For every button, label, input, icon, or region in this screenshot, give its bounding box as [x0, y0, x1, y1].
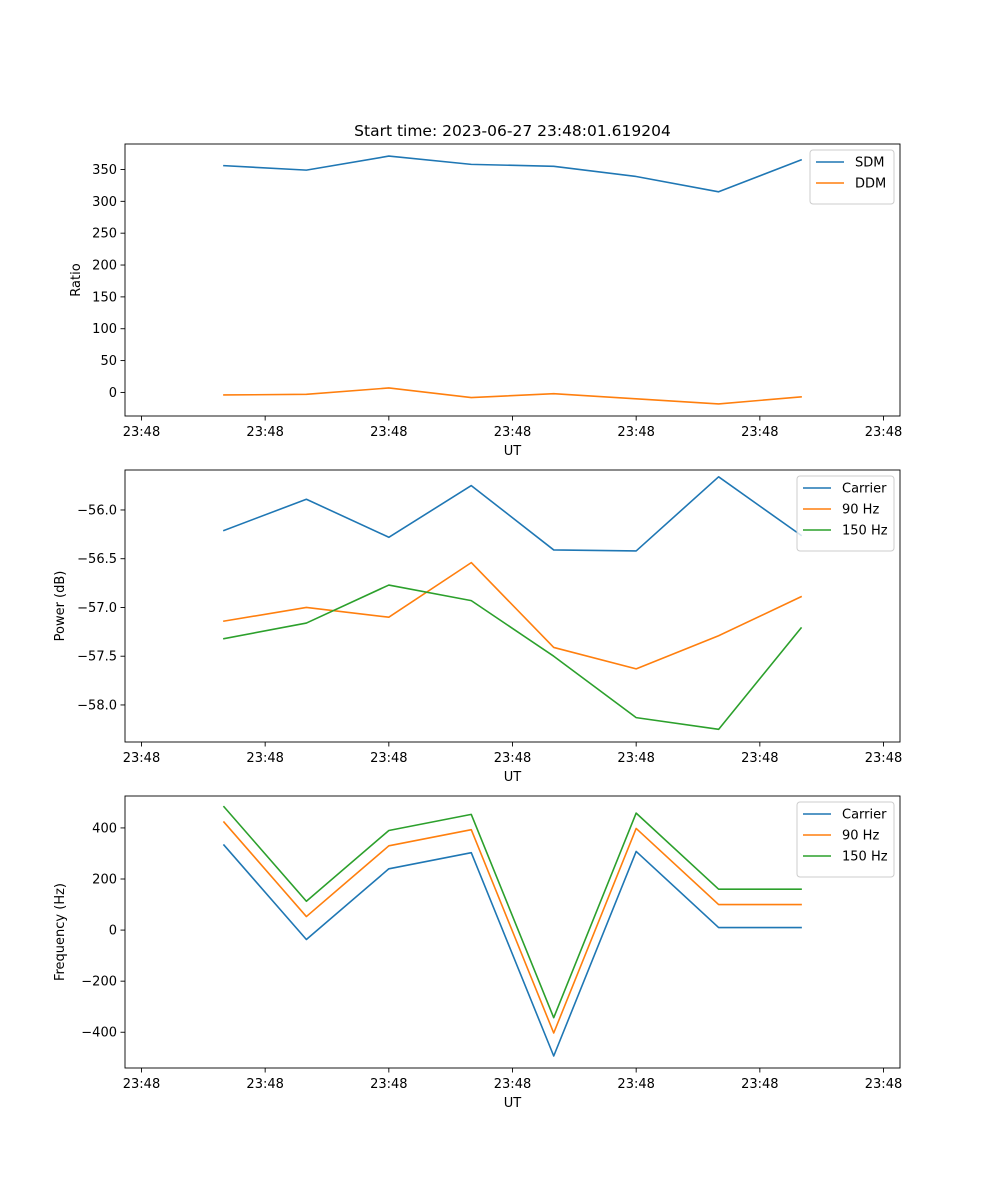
y-axis-label: Frequency (Hz): [53, 883, 68, 981]
x-tick-label: 23:48: [370, 425, 407, 440]
series-line-90-hz: [222, 820, 802, 1034]
series-line-ddm: [223, 387, 802, 405]
series-line-90-hz: [223, 561, 803, 670]
series-line-carrier: [222, 476, 803, 552]
panel-2: 23:48 23:48 23:48 23:48 23:48 23:48 23:48 −58.0…: [53, 469, 902, 785]
y-tick-label: −56.0: [77, 503, 117, 518]
legend-label-carrier: Carrier: [842, 808, 887, 823]
y-tick-label: 400: [92, 821, 117, 836]
chart-title: Start time: 2023-06-27 23:48:01.619204: [354, 122, 671, 140]
x-tick-label: 23:48: [617, 425, 654, 440]
series-line-150-hz: [223, 584, 803, 731]
legend-box: [796, 475, 895, 552]
x-tick-label: 23:48: [741, 1077, 778, 1092]
x-tick-label: 23:48: [370, 751, 407, 766]
series-line-150-hz: [222, 805, 802, 1019]
legend-box: [809, 149, 895, 205]
legend-label-150-hz: 150 Hz: [842, 850, 888, 865]
legend-label-carrier: Carrier: [842, 482, 887, 497]
y-tick-label: 350: [92, 163, 117, 178]
panel-1: 23:48 23:48 23:48 23:48 23:48 23:48 23:48 0 50 10…: [69, 122, 902, 459]
legend-label-90-hz: 90 Hz: [842, 503, 879, 518]
x-tick-label: 23:48: [494, 1077, 531, 1092]
x-tick-label: 23:48: [741, 751, 778, 766]
x-axis-label: UT: [504, 1096, 522, 1111]
y-tick-label: 0: [109, 924, 117, 939]
x-tick-label: 23:48: [865, 1077, 902, 1092]
legend: SDM DDM: [809, 149, 895, 205]
x-tick-label: 23:48: [123, 425, 160, 440]
x-tick-label: 23:48: [123, 1077, 160, 1092]
x-tick-label: 23:48: [246, 425, 283, 440]
y-tick-label: −57.0: [77, 601, 117, 616]
y-tick-label: −56.5: [77, 552, 117, 567]
y-tick-label: 150: [92, 290, 117, 305]
legend: Carrier 90 Hz 150 Hz: [796, 475, 895, 552]
y-tick-label: −400: [81, 1026, 117, 1041]
y-axis-label: Power (dB): [53, 571, 68, 642]
y-tick-label: −200: [81, 975, 117, 990]
x-axis-label: UT: [504, 770, 522, 785]
x-tick-label: 23:48: [370, 1077, 407, 1092]
x-tick-label: 23:48: [246, 751, 283, 766]
y-tick-label: −57.5: [77, 650, 117, 665]
legend-label-90-hz: 90 Hz: [842, 829, 879, 844]
x-tick-label: 23:48: [246, 1077, 283, 1092]
x-tick-label: 23:48: [494, 425, 531, 440]
x-tick-label: 23:48: [617, 751, 654, 766]
legend-label-sdm: SDM: [855, 156, 884, 171]
panel-3: 23:48 23:48 23:48 23:48 23:48 23:48 23:48 −400 −…: [53, 795, 902, 1111]
x-tick-label: 23:48: [865, 425, 902, 440]
x-tick-label: 23:48: [865, 751, 902, 766]
series-line-carrier: [222, 843, 802, 1057]
y-tick-label: 200: [92, 873, 117, 888]
y-tick-label: 50: [100, 354, 117, 369]
legend-box: [796, 801, 895, 878]
y-tick-label: 0: [109, 386, 117, 401]
x-axis-label: UT: [504, 444, 522, 459]
x-tick-label: 23:48: [123, 751, 160, 766]
legend: Carrier 90 Hz 150 Hz: [796, 801, 895, 878]
y-tick-label: 250: [92, 227, 117, 242]
y-tick-label: 200: [92, 259, 117, 274]
y-tick-label: −58.0: [77, 698, 117, 713]
y-tick-label: 300: [92, 195, 117, 210]
y-axis-label: Ratio: [69, 263, 84, 296]
x-tick-label: 23:48: [494, 751, 531, 766]
legend-label-ddm: DDM: [855, 177, 886, 192]
x-tick-label: 23:48: [741, 425, 778, 440]
y-tick-label: 100: [92, 322, 117, 337]
series-line-sdm: [223, 155, 803, 193]
x-tick-label: 23:48: [617, 1077, 654, 1092]
legend-label-150-hz: 150 Hz: [842, 524, 888, 539]
